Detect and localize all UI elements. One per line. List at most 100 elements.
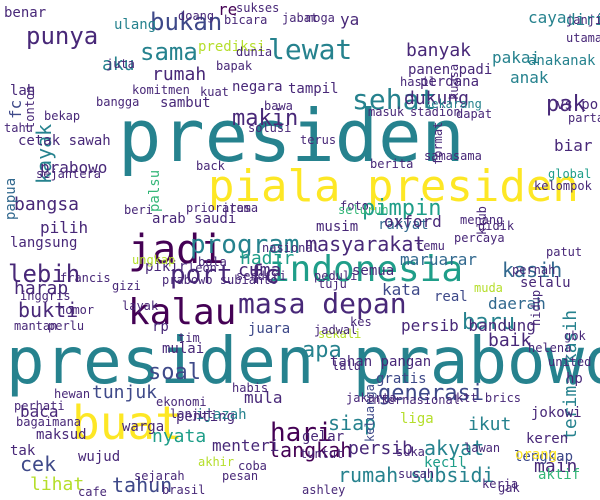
cloud-word: mula xyxy=(244,388,283,407)
cloud-word: lah xyxy=(10,83,36,99)
cloud-word: komitmen xyxy=(132,83,190,97)
cloud-word: generasi xyxy=(378,381,484,406)
cloud-word: buat xyxy=(72,396,183,450)
cloud-word: lihat xyxy=(30,474,85,495)
cloud-word: tuntut xyxy=(300,447,344,461)
cloud-word: aku xyxy=(102,54,135,75)
cloud-word: penting xyxy=(176,409,236,425)
cloud-word: siap xyxy=(328,411,377,435)
cloud-word: partai xyxy=(568,111,600,125)
cloud-word: seluruh xyxy=(338,203,389,217)
cloud-word: sendiri xyxy=(236,269,287,283)
cloud-word: sambut xyxy=(160,95,211,111)
cloud-word: bukan xyxy=(150,8,223,36)
cloud-word: jakarta xyxy=(346,391,397,405)
cloud-word: arab saudi xyxy=(152,211,237,227)
cloud-word: pesan xyxy=(222,469,259,483)
cloud-word: tuju xyxy=(318,277,347,291)
cloud-word: gratis xyxy=(376,371,427,387)
cloud-word: hidup xyxy=(529,289,543,326)
cloud-word: tahan pangan xyxy=(330,354,432,370)
cloud-word: panen padi xyxy=(408,62,493,78)
cloud-word: tahu xyxy=(4,121,33,135)
cloud-word: masuk xyxy=(368,105,405,119)
cloud-word: akhir xyxy=(198,455,235,469)
cloud-word: ya xyxy=(340,10,360,29)
cloud-word: baca xyxy=(20,402,59,421)
cloud-word: port fc xyxy=(170,260,280,290)
cloud-word: tim xyxy=(178,331,200,345)
cloud-word: cetak sawah xyxy=(18,133,111,149)
cloud-word: presiden prabowo xyxy=(6,325,600,399)
cloud-word: jokowi xyxy=(531,405,582,421)
cloud-word: pernah xyxy=(512,263,556,277)
cloud-word: ikut xyxy=(468,414,512,435)
cloud-word: utama xyxy=(566,31,600,45)
cloud-word: janji xyxy=(566,13,600,27)
cloud-word: brasil xyxy=(162,483,206,497)
cloud-word: rumah subsidi xyxy=(338,463,495,487)
cloud-word: bukti xyxy=(18,298,79,322)
cloud-word: menteri xyxy=(212,436,280,455)
cloud-word: hadir xyxy=(240,248,295,269)
cloud-word: bangsa xyxy=(14,194,80,215)
cloud-word: sehat xyxy=(352,83,437,116)
cloud-word: bicara xyxy=(224,13,268,27)
cloud-word: maksud xyxy=(36,427,87,443)
cloud-word: biar xyxy=(554,136,593,155)
cloud-word: masyarakat xyxy=(305,232,426,256)
cloud-word: suka xyxy=(396,445,425,459)
cloud-word: lawan xyxy=(464,441,501,455)
cloud-word: tak xyxy=(10,443,36,459)
cloud-word: persib bandung xyxy=(401,316,536,335)
cloud-word: harap xyxy=(14,278,69,299)
cloud-word: baru xyxy=(462,310,515,335)
cloud-word: global xyxy=(548,167,592,181)
cloud-word: didik xyxy=(478,219,515,233)
cloud-word: aktif xyxy=(538,467,581,483)
cloud-word: re xyxy=(218,0,238,19)
cloud-word: gbk xyxy=(564,329,586,343)
cloud-word: soal xyxy=(148,360,201,385)
cloud-word: kuat xyxy=(200,85,229,99)
cloud-word: ungkap xyxy=(132,253,176,267)
cloud-word: nomor xyxy=(58,303,95,317)
cloud-word: papua xyxy=(3,177,19,220)
cloud-word: baik xyxy=(488,330,532,351)
cloud-word: fc xyxy=(6,99,25,120)
cloud-word: cek xyxy=(20,452,57,476)
cloud-word: masa depan xyxy=(238,287,407,320)
cloud-word: doang xyxy=(178,9,215,23)
cloud-word: daerah xyxy=(488,294,546,313)
cloud-word: lebih xyxy=(8,260,81,288)
cloud-word: nyata xyxy=(152,426,207,447)
cloud-word: benar xyxy=(4,5,47,21)
cloud-word: bagaimana xyxy=(16,415,82,429)
cloud-word: samasama xyxy=(424,149,482,163)
cloud-word: tahun xyxy=(112,473,173,497)
cloud-word: main xyxy=(534,456,578,477)
cloud-word: menang xyxy=(460,213,504,227)
cloud-word: makin xyxy=(232,106,299,131)
cloud-word: sejarah xyxy=(134,469,185,483)
cloud-word: semua xyxy=(352,263,395,279)
cloud-word: juara xyxy=(248,321,291,337)
cloud-word: caya xyxy=(528,8,567,27)
cloud-word: jadwal xyxy=(314,323,358,337)
cloud-word: muda xyxy=(474,281,503,295)
cloud-word: francis xyxy=(60,271,111,285)
cloud-word: tunjuk xyxy=(92,382,158,403)
cloud-word: hasil xyxy=(400,75,437,89)
cloud-word: moga xyxy=(306,11,335,25)
cloud-word: anakanak xyxy=(528,53,596,69)
cloud-word: apa xyxy=(302,338,342,363)
cloud-word: persib xyxy=(348,438,414,459)
cloud-word: sekali xyxy=(318,327,362,341)
cloud-word: bekap xyxy=(44,109,81,123)
cloud-word: hp xyxy=(566,371,583,387)
cloud-word: lengkap xyxy=(514,449,574,465)
cloud-word: kasih xyxy=(502,258,563,282)
cloud-word: maruarar xyxy=(400,250,478,269)
cloud-word: jadi xyxy=(128,227,225,273)
cloud-word: prabowo subianto xyxy=(162,273,278,287)
